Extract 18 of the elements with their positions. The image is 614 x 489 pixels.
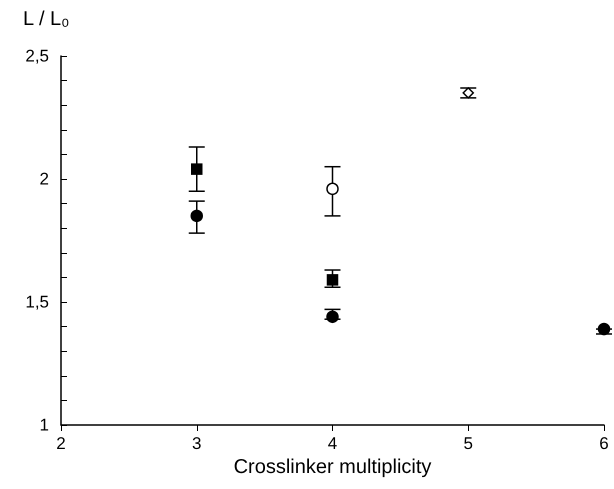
point [326,310,339,324]
x-tick-label: 3 [192,434,202,453]
y-axis-title: L / L₀ [23,8,70,30]
point [326,274,338,286]
y-tick-label: 1 [40,416,49,434]
x-tick-label: 5 [464,434,473,453]
point [598,322,610,336]
point [326,182,339,196]
x-tick-label: 4 [328,434,338,453]
point [191,163,202,175]
x-tick-label: 6 [599,434,609,453]
point [190,210,203,222]
point [462,87,474,99]
x-tick-label: 2 [56,434,66,453]
y-tick-label: 2 [40,170,49,188]
y-tick-label: 2,5 [25,46,49,66]
y-tick-label: 1,5 [25,292,49,312]
x-axis-title: Crosslinker multiplicity [234,456,432,478]
